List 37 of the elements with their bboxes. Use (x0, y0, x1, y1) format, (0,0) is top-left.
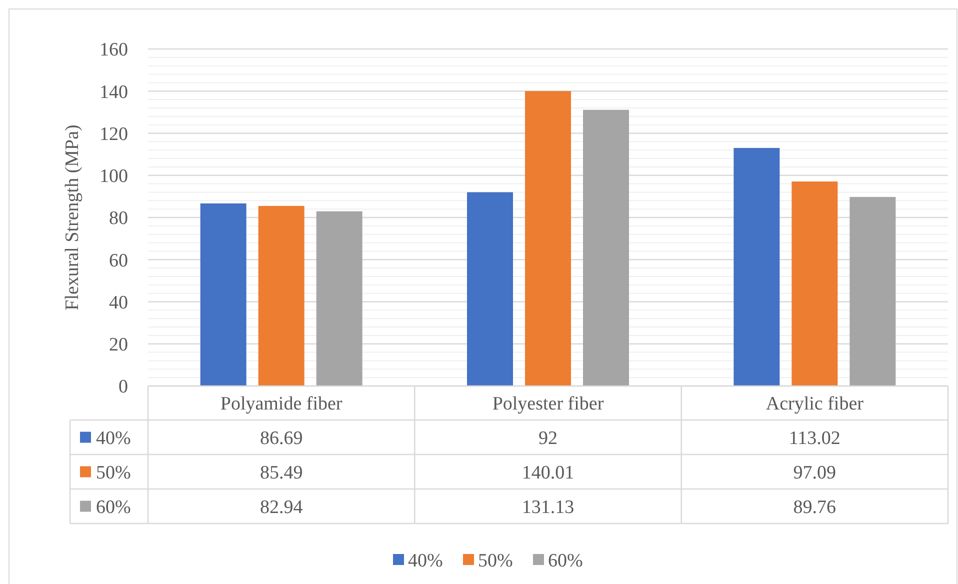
y-tick-label: 60 (109, 250, 128, 272)
y-tick-label: 100 (100, 166, 128, 188)
bar (850, 196, 896, 386)
y-tick-label: 40 (109, 292, 128, 314)
text: 50% (478, 550, 513, 572)
data-label: 131.13 (522, 496, 574, 518)
x-tick-label: Polyester fiber (492, 394, 604, 415)
legend-label: 40% (96, 428, 131, 449)
legend-label: 60% (548, 550, 583, 572)
text: 60% (96, 496, 131, 518)
data-label: 92 (538, 428, 558, 449)
y-tick-label: 20 (109, 334, 128, 356)
data-label: 85.49 (260, 462, 303, 484)
x-tick-label: Polyamide fiber (220, 394, 343, 415)
y-tick-label: 80 (109, 208, 128, 230)
y-tick-label: 140 (100, 82, 128, 103)
x-tick-label: Acrylic fiber (766, 394, 864, 415)
data-label: 140.01 (522, 462, 574, 484)
data-label: 97.09 (793, 462, 836, 484)
y-tick-label: 120 (100, 124, 128, 145)
bar (583, 110, 629, 386)
y-axis-title: Flexural Strength (MPa) (62, 124, 83, 310)
data-label: 113.02 (788, 428, 840, 449)
bar (258, 206, 304, 386)
data-label: 89.76 (793, 496, 836, 518)
bar (200, 203, 246, 386)
legend-label: 50% (96, 462, 131, 484)
data-label: 82.94 (260, 496, 304, 518)
text: 40% (408, 550, 443, 572)
bar (467, 192, 513, 386)
bar (525, 91, 571, 386)
y-tick-label: 160 (100, 40, 128, 61)
data-label: 86.69 (260, 428, 303, 449)
bar (316, 211, 362, 386)
bar (792, 182, 838, 386)
bar (734, 148, 780, 386)
y-tick-label: 0 (118, 376, 128, 398)
